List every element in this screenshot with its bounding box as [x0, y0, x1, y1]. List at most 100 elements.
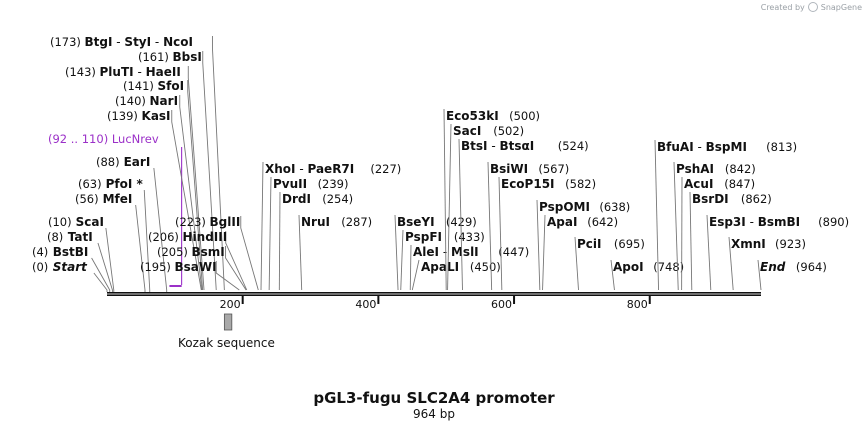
site-position-bglii: (223): [175, 215, 206, 229]
site-name-bglii: BglII: [210, 215, 241, 229]
site-name-btgi-styi-ncoi: BtgI - StyI - NcoI: [85, 35, 193, 49]
enzyme-ncoi: NcoI: [163, 35, 193, 49]
watermark: Created by SnapGene: [761, 2, 862, 12]
axis-tick-label-800: 800: [627, 298, 648, 311]
site-position-bstbi: (4): [32, 245, 48, 259]
site-name-xmni: XmnI: [731, 237, 766, 251]
site-name-bsrdi: BsrDI: [692, 192, 729, 206]
site-position-pcii: (695): [614, 237, 645, 251]
site-name-bseyi: BseYI: [397, 215, 435, 229]
site-name-nari: NarI: [150, 94, 179, 108]
site-name-separator: -: [488, 139, 500, 153]
enzyme-mfei: MfeI: [103, 192, 133, 206]
site-name-apoi: ApoI: [613, 260, 644, 274]
site-name-start: Start: [53, 260, 88, 274]
site-leader-pcii: [574, 236, 579, 291]
site-name-hindiii: HindIII: [183, 230, 228, 244]
enzyme-sfoi: SfoI: [158, 79, 185, 93]
site-leader-bsawi: [215, 261, 240, 291]
backbone-bottom-strand: [107, 294, 761, 296]
site-name-pvuii: PvuII: [273, 177, 307, 191]
enzyme-acui: AcuI: [684, 177, 713, 191]
site-leader-ecop15i: [498, 176, 503, 291]
site-name-pcii: PciI: [577, 237, 602, 251]
site-leader-apali: [411, 259, 420, 291]
enzyme-btsi: BtsI: [461, 139, 488, 153]
site-name-separator: -: [134, 65, 146, 79]
enzyme-kasi: KasI: [142, 109, 171, 123]
site-name-separator: -: [296, 162, 308, 176]
site-position-drdi: (254): [322, 192, 353, 206]
site-leader-bsmi: [225, 246, 247, 291]
enzyme-xhoi: XhoI: [265, 162, 296, 176]
site-name-separator: -: [112, 35, 124, 49]
site-name-bbsi: BbsI: [173, 50, 202, 64]
site-leader-pshai: [673, 161, 679, 291]
site-position-acui: (847): [724, 177, 755, 191]
enzyme-eco53ki: Eco53kI: [446, 109, 499, 123]
site-name-ecop15i: EcoP15I: [501, 177, 555, 191]
site-position-kasi: (139): [107, 109, 138, 123]
enzyme-saci: SacI: [453, 124, 481, 138]
site-position-apali: (450): [470, 260, 501, 274]
site-leader-xhoi-paer7i: [260, 161, 264, 291]
site-position-pluti-haeii: (143): [65, 65, 96, 79]
site-leader-drdi: [278, 191, 281, 291]
site-position-bfuai-bspmi: (813): [766, 140, 797, 154]
site-name-esp3i-bsmbi: Esp3I - BsmBI: [709, 215, 800, 229]
enzyme-nari: NarI: [150, 94, 179, 108]
enzyme-bfuai: BfuAI: [657, 140, 694, 154]
enzyme-msli: MslI: [451, 245, 479, 259]
enzyme-bsrdi: BsrDI: [692, 192, 729, 206]
feature-kozak-sequence: [223, 313, 233, 331]
enzyme-bts-i: BtsαI: [499, 139, 534, 153]
enzyme-pvuii: PvuII: [273, 177, 307, 191]
site-position-hindiii: (206): [148, 230, 179, 244]
site-leader-pspfi: [400, 229, 404, 291]
site-position-tati: (8): [47, 230, 63, 244]
site-name-acui: AcuI: [684, 177, 713, 191]
site-name-apai: ApaI: [547, 215, 577, 229]
site-leader-esp3i-bsmbi: [706, 214, 712, 291]
site-position-alei-msli: (447): [498, 245, 529, 259]
site-leader-pvuii: [268, 176, 272, 291]
site-position-pspomi: (638): [599, 200, 630, 214]
site-name-pspomi: PspOMI: [539, 200, 590, 214]
site-name-pfoi-: PfoI *: [106, 177, 144, 191]
watermark-prefix: Created by: [760, 2, 805, 12]
enzyme-bseyi: BseYI: [397, 215, 435, 229]
enzyme-pcii: PciI: [577, 237, 602, 251]
site-leader-apai: [542, 214, 546, 291]
site-position-xmni: (923): [775, 237, 806, 251]
site-name-bsawi: BsaWI: [175, 260, 217, 274]
enzyme-apali: ApaLI: [421, 260, 459, 274]
site-name-separator: -: [439, 245, 451, 259]
site-leader-mfei: [135, 204, 146, 292]
site-position-eari: (88): [96, 155, 120, 169]
site-leader-apoi: [610, 259, 615, 291]
enzyme-bstbi: BstBI: [53, 245, 89, 259]
enzyme-bsmbi: BsmBI: [758, 215, 800, 229]
enzyme-tati: TatI: [68, 230, 93, 244]
site-position-apoi: (748): [653, 260, 684, 274]
site-leader-bsiwi: [487, 161, 493, 291]
site-leader-bsrdi: [689, 191, 693, 291]
site-position-bbsi: (161): [138, 50, 169, 64]
site-leader-tati: [97, 242, 113, 292]
site-name-pspfi: PspFI: [405, 230, 442, 244]
site-position-btgi-styi-ncoi: (173): [50, 35, 81, 49]
site-leader-sfoi: [187, 80, 204, 291]
site-name-bsmi: BsmI: [192, 245, 225, 259]
axis-tick-label-400: 400: [355, 298, 376, 311]
site-name-eco53ki: Eco53kI: [446, 109, 499, 123]
site-name-kasi: KasI: [142, 109, 171, 123]
site-name-bfuai-bspmi: BfuAI - BspMI: [657, 140, 747, 154]
site-position-bsawi: (195): [140, 260, 171, 274]
site-leader-alei-msli: [409, 244, 412, 291]
enzyme-pluti: PluTI: [100, 65, 134, 79]
enzyme-drdi: DrdI: [282, 192, 311, 206]
site-name-xhoi-paer7i: XhoI - PaeR7I: [265, 162, 354, 176]
site-position-apai: (642): [587, 215, 618, 229]
feature-label-kozak: Kozak sequence: [178, 336, 275, 350]
site-leader-bfuai-bspmi: [654, 139, 660, 291]
